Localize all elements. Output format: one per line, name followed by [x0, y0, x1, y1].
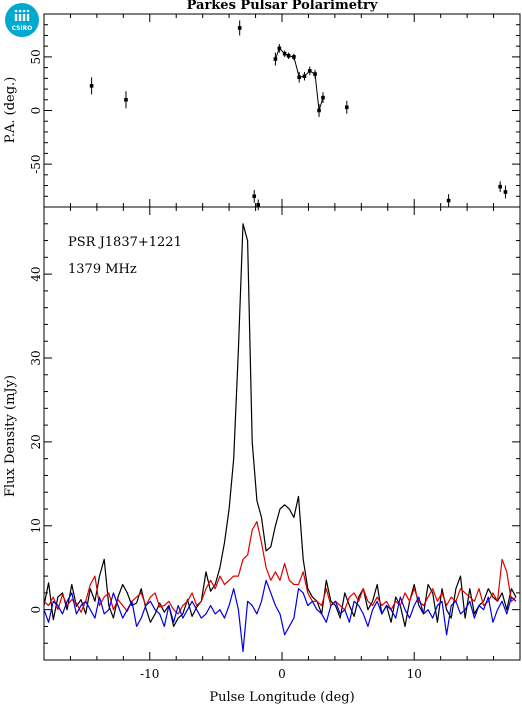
pa-point — [302, 71, 307, 81]
pa-point — [89, 77, 94, 95]
pa-point — [446, 194, 451, 207]
pa-point — [124, 91, 128, 109]
series-total-line — [43, 223, 517, 628]
pa-ytick-labels: -50 0 50 — [29, 49, 43, 174]
flux-ticks — [43, 207, 521, 660]
pulsar-name-label: PSR J1837+1221 — [68, 235, 182, 250]
pa-point — [292, 53, 296, 61]
pa-ytick-label: -50 — [29, 154, 43, 173]
flux-xtick-label: 10 — [407, 667, 422, 681]
flux-ytick-labels: 0 10 20 30 40 — [29, 266, 43, 613]
pa-ytick-label: 0 — [29, 107, 43, 115]
pa-point — [313, 69, 317, 79]
pa-y-axis-label: P.A. (deg.) — [3, 77, 18, 144]
flux-xtick-labels: -10 0 10 — [140, 667, 422, 681]
pa-point — [503, 185, 508, 199]
flux-ytick-label: 30 — [29, 350, 43, 365]
pa-point — [286, 52, 291, 60]
flux-panel: 0 10 20 30 40 -10 0 10 PSR J1837+1221 1379 MHz… — [3, 206, 521, 705]
pa-ytick-label: 50 — [29, 49, 43, 64]
pa-point — [277, 44, 282, 53]
pa-point — [273, 52, 278, 66]
x-axis-label: Pulse Longitude (deg) — [209, 690, 354, 705]
pa-point — [498, 181, 502, 192]
pa-point — [237, 20, 242, 36]
frequency-label: 1379 MHz — [68, 262, 137, 277]
chart-title: Parkes Pulsar Polarimetry — [187, 0, 378, 13]
pa-point — [344, 100, 349, 114]
pa-point — [282, 50, 287, 57]
series-circular-line — [43, 579, 517, 653]
pa-points — [89, 20, 508, 211]
series-linear-line — [43, 520, 517, 615]
csiro-logo-text: CSIRO — [12, 25, 33, 32]
pa-point — [317, 104, 321, 117]
pa-panel-frame — [43, 13, 521, 208]
flux-series — [43, 223, 517, 653]
csiro-logo-mark — [14, 9, 30, 21]
pa-point — [321, 92, 325, 103]
pa-point — [256, 199, 260, 211]
pa-point — [297, 71, 301, 83]
flux-y-axis-label: Flux Density (mJy) — [3, 375, 18, 497]
flux-xtick-label: 0 — [278, 667, 286, 681]
flux-ytick-label: 0 — [29, 606, 43, 614]
pa-ticks — [43, 14, 521, 207]
flux-ytick-label: 20 — [29, 434, 43, 449]
flux-ytick-label: 40 — [29, 266, 43, 281]
csiro-logo: CSIRO — [5, 3, 39, 37]
pa-point — [307, 66, 312, 76]
pa-panel: -50 0 50 P.A. (deg.) — [3, 13, 521, 211]
flux-ytick-label: 10 — [29, 518, 43, 533]
flux-xtick-label: -10 — [140, 667, 159, 681]
pa-point — [252, 189, 257, 203]
csiro-logo-disc — [5, 3, 39, 37]
